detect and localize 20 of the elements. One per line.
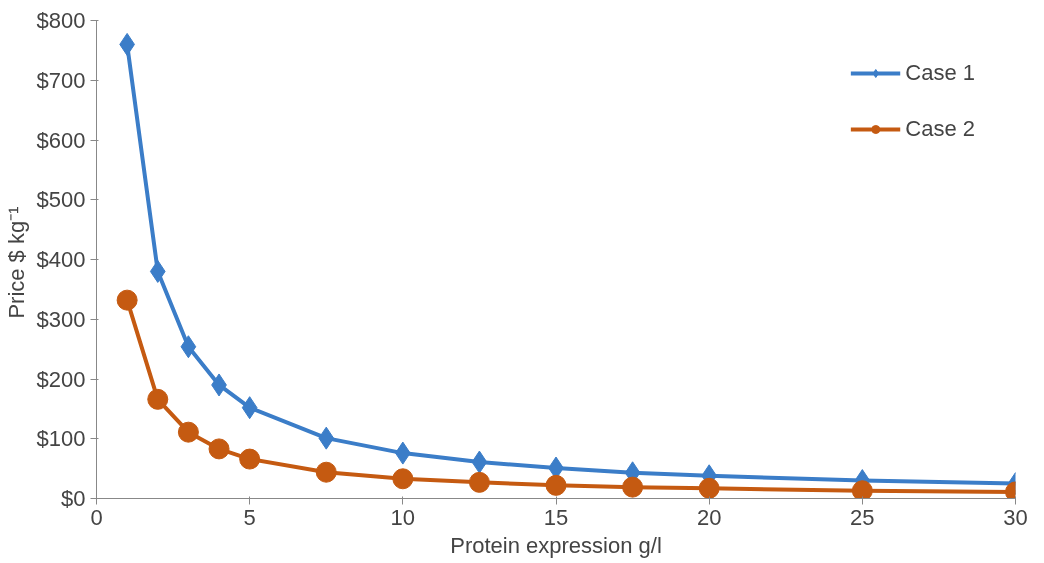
x-tick-label: 25 — [850, 504, 875, 530]
x-tick-label: 10 — [390, 504, 416, 530]
y-tick-label: $0 — [61, 486, 86, 511]
x-tick-label: 15 — [543, 504, 569, 530]
x-axis-title: Protein expression g/l — [450, 532, 662, 558]
y-tick-label: $200 — [36, 366, 86, 392]
y-tick-label: $600 — [36, 127, 86, 153]
y-tick-label: $700 — [36, 67, 86, 93]
x-tick-label: 30 — [1003, 504, 1028, 530]
legend-label: Case 2 — [905, 116, 975, 142]
legend-label: Case 1 — [905, 60, 975, 86]
x-tick-label: 0 — [90, 504, 103, 530]
y-tick-label: $100 — [36, 426, 86, 452]
y-axis-title: Price $ kg⁻¹ — [3, 206, 29, 319]
x-tick-label: 5 — [243, 504, 256, 530]
y-tick-label: $400 — [36, 247, 86, 272]
y-tick-label: $300 — [36, 306, 86, 332]
y-tick-label: $800 — [36, 8, 86, 33]
x-tick-label: 20 — [696, 504, 722, 530]
y-tick-label: $500 — [36, 187, 86, 213]
